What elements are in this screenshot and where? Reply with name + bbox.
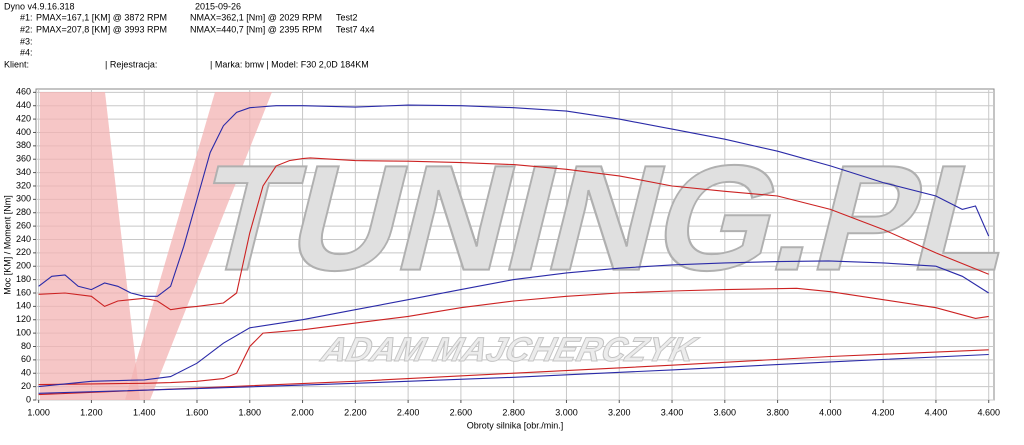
y-tick-label: 440 <box>16 100 31 110</box>
app-version: Dyno v4.9.16.318 <box>4 1 75 11</box>
x-tick-label: 3.000 <box>555 407 578 417</box>
watermark-sub: ADAM MAJCHERCZYK <box>317 331 702 368</box>
x-tick-label: 2.000 <box>291 407 314 417</box>
x-tick-label: 3.400 <box>661 407 684 417</box>
y-tick-label: 360 <box>16 154 31 164</box>
x-tick-label: 2.600 <box>450 407 473 417</box>
date: 2015-09-26 <box>195 1 241 11</box>
run-name: Test2 <box>336 12 358 22</box>
run-id: #3: <box>20 36 33 46</box>
x-tick-label: 1.200 <box>80 407 103 417</box>
series-line <box>38 287 989 386</box>
vehicle: | Marka: bmw | Model: F30 2,0D 184KM <box>210 59 369 69</box>
y-tick-label: 180 <box>16 274 31 284</box>
x-tick-label: 3.200 <box>608 407 631 417</box>
y-tick-label: 20 <box>21 381 31 391</box>
x-tick-label: 3.600 <box>714 407 737 417</box>
y-tick-label: 320 <box>16 180 31 190</box>
run-nmax: NMAX=440,7 [Nm] @ 2395 RPM <box>190 24 322 34</box>
logo-v-right <box>125 92 272 400</box>
x-tick-label: 4.400 <box>925 407 948 417</box>
y-tick-label: 60 <box>21 354 31 364</box>
y-tick-label: 280 <box>16 207 31 217</box>
x-tick-label: 2.200 <box>344 407 367 417</box>
x-tick-label: 2.400 <box>397 407 420 417</box>
y-tick-label: 140 <box>16 301 31 311</box>
client: Klient: <box>4 59 29 69</box>
y-axis-label: Moc [KM] / Moment [Nm] <box>2 195 12 295</box>
x-tick-label: 3.800 <box>766 407 789 417</box>
y-tick-label: 220 <box>16 247 31 257</box>
watermark: TUNING.PL <box>183 135 1024 302</box>
y-tick-label: 340 <box>16 167 31 177</box>
series-line <box>38 349 989 396</box>
x-tick-label: 2.800 <box>502 407 525 417</box>
run-nmax: NMAX=362,1 [Nm] @ 2029 RPM <box>190 12 322 22</box>
plot-area: TUNING.PL ADAM MAJCHERCZYK <box>35 88 1024 401</box>
x-tick-label: 4.000 <box>819 407 842 417</box>
y-tick-label: 460 <box>16 87 31 97</box>
x-tick-label: 1.000 <box>27 407 50 417</box>
x-tick-label: 4.200 <box>872 407 895 417</box>
run-id: #1: <box>20 12 33 22</box>
axes: 0 20 40 60 80 100 120 140 160 180 200 220 240 260 280 3… <box>16 87 1000 418</box>
y-tick-label: 40 <box>21 368 31 378</box>
y-tick-label: 380 <box>16 140 31 150</box>
y-tick-label: 420 <box>16 113 31 123</box>
y-tick-label: 240 <box>16 234 31 244</box>
run-pmax: PMAX=167,1 [KM] @ 3872 RPM <box>36 12 167 22</box>
y-tick-label: 300 <box>16 194 31 204</box>
y-tick-label: 260 <box>16 220 31 230</box>
x-tick-label: 1.400 <box>133 407 156 417</box>
x-tick-label: 4.600 <box>977 407 1000 417</box>
x-tick-label: 1.800 <box>239 407 262 417</box>
series-line <box>38 104 990 297</box>
y-tick-label: 400 <box>16 127 31 137</box>
lines <box>38 104 990 396</box>
registration: | Rejestracja: <box>105 59 157 69</box>
y-tick-label: 80 <box>21 341 31 351</box>
logo-v-left <box>40 92 140 400</box>
y-tick-label: 200 <box>16 261 31 271</box>
x-axis-label: Obroty silnika [obr./min.] <box>467 420 564 430</box>
series-line <box>38 260 989 388</box>
y-tick-label: 120 <box>16 314 31 324</box>
run-name: Test7 4x4 <box>336 24 375 34</box>
y-tick-label: 100 <box>16 327 31 337</box>
x-tick-label: 1.600 <box>186 407 209 417</box>
series-line <box>38 353 989 394</box>
series-line <box>38 157 989 311</box>
run-id: #4: <box>20 47 33 57</box>
y-tick-label: 0 <box>26 394 31 404</box>
run-id: #2: <box>20 24 33 34</box>
y-tick-label: 160 <box>16 287 31 297</box>
run-pmax: PMAX=207,8 [KM] @ 3993 RPM <box>36 24 167 34</box>
